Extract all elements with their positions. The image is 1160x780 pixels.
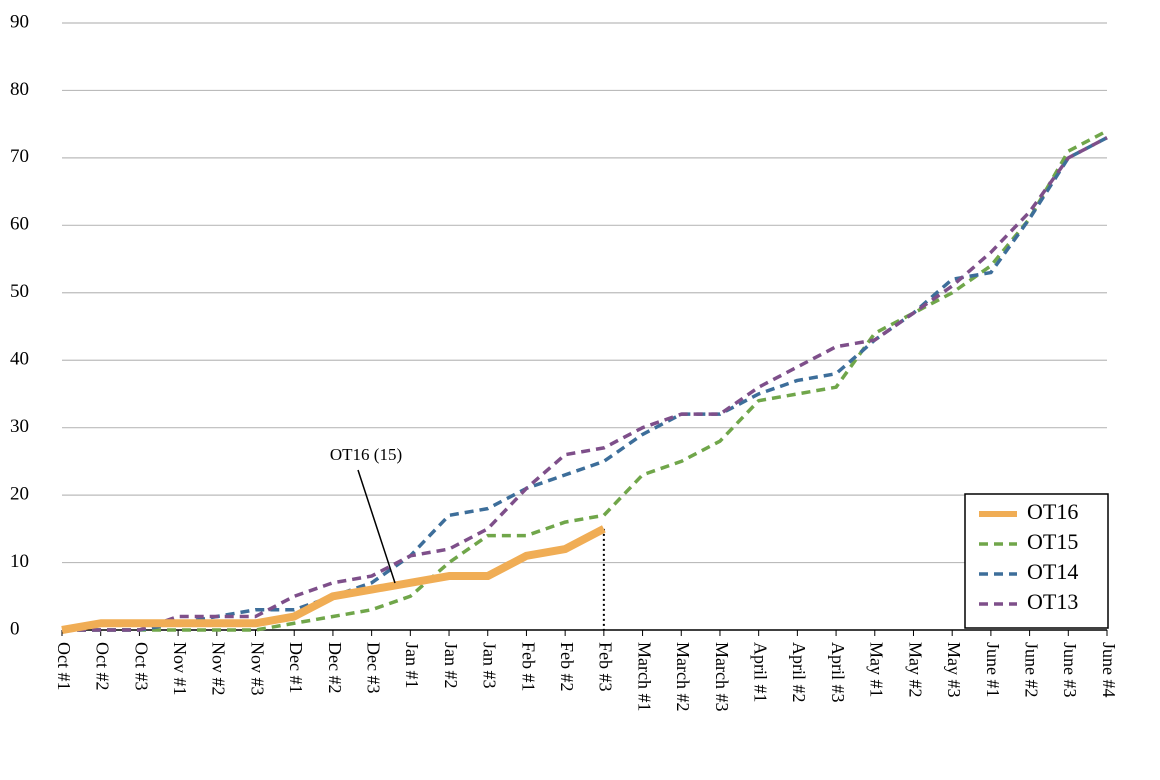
x-tick-label: Nov #3 [247,642,267,696]
x-tick-label: Dec #2 [325,642,345,693]
y-tick-label: 50 [10,281,29,302]
x-tick-label: April #2 [789,642,809,703]
x-tick-label: June #1 [983,642,1003,698]
x-tick-label: May #1 [867,642,887,698]
x-tick-label: Feb #3 [596,642,616,692]
plot: 0 10 20 30 40 50 60 70 80 90 Oct #1 Oct #2 Oct #3 Nov… [10,11,1119,711]
y-tick-label: 10 [10,551,29,572]
x-tick-label: Jan #1 [402,642,422,689]
y-tick-label: 30 [10,416,29,437]
x-tick-label: March #1 [634,642,654,711]
x-tick-label: Jan #2 [441,642,461,689]
y-tick-label: 20 [10,483,29,504]
x-tick-label: Nov #2 [209,642,229,696]
legend-label: OT13 [1027,589,1078,614]
y-tick-label: 90 [10,11,29,32]
x-tick-label: June #4 [1099,642,1119,698]
x-tick-label: May #2 [905,642,925,698]
y-tick-label: 70 [10,146,29,167]
legend-label: OT15 [1027,529,1078,554]
x-tick-label: Oct #1 [54,642,74,691]
annotation: OT16 (15) [330,445,402,464]
y-tick-label: 0 [10,618,20,639]
series-line [62,136,1108,632]
y-tick-label: 40 [10,349,29,370]
x-tick-label: Oct #2 [93,642,113,691]
series-line [62,136,1108,632]
x-tick-label: March #3 [712,642,732,711]
series-line [61,525,606,634]
x-tick-label: April #1 [751,642,771,703]
x-tick-label: June #2 [1021,642,1041,698]
x-tick-label: Feb #2 [557,642,577,692]
y-tick-label: 60 [10,214,29,235]
x-tick-label: Oct #3 [131,642,151,691]
x-tick-label: Jan #3 [480,642,500,689]
x-tick-label: Nov #1 [170,642,190,696]
annotation-leader [357,469,396,584]
x-tick-label: Dec #3 [364,642,384,693]
series-line [62,129,1108,632]
x-tick-label: Dec #1 [286,642,306,693]
x-tick-label: June #3 [1060,642,1080,698]
x-tick-label: April #3 [828,642,848,703]
x-tick-label: March #2 [673,642,693,711]
y-tick-label: 80 [10,79,29,100]
legend-label: OT16 [1027,499,1078,524]
x-tick-label: Feb #1 [518,642,538,692]
x-tick-label: May #3 [944,642,964,698]
legend-label: OT14 [1027,559,1078,584]
